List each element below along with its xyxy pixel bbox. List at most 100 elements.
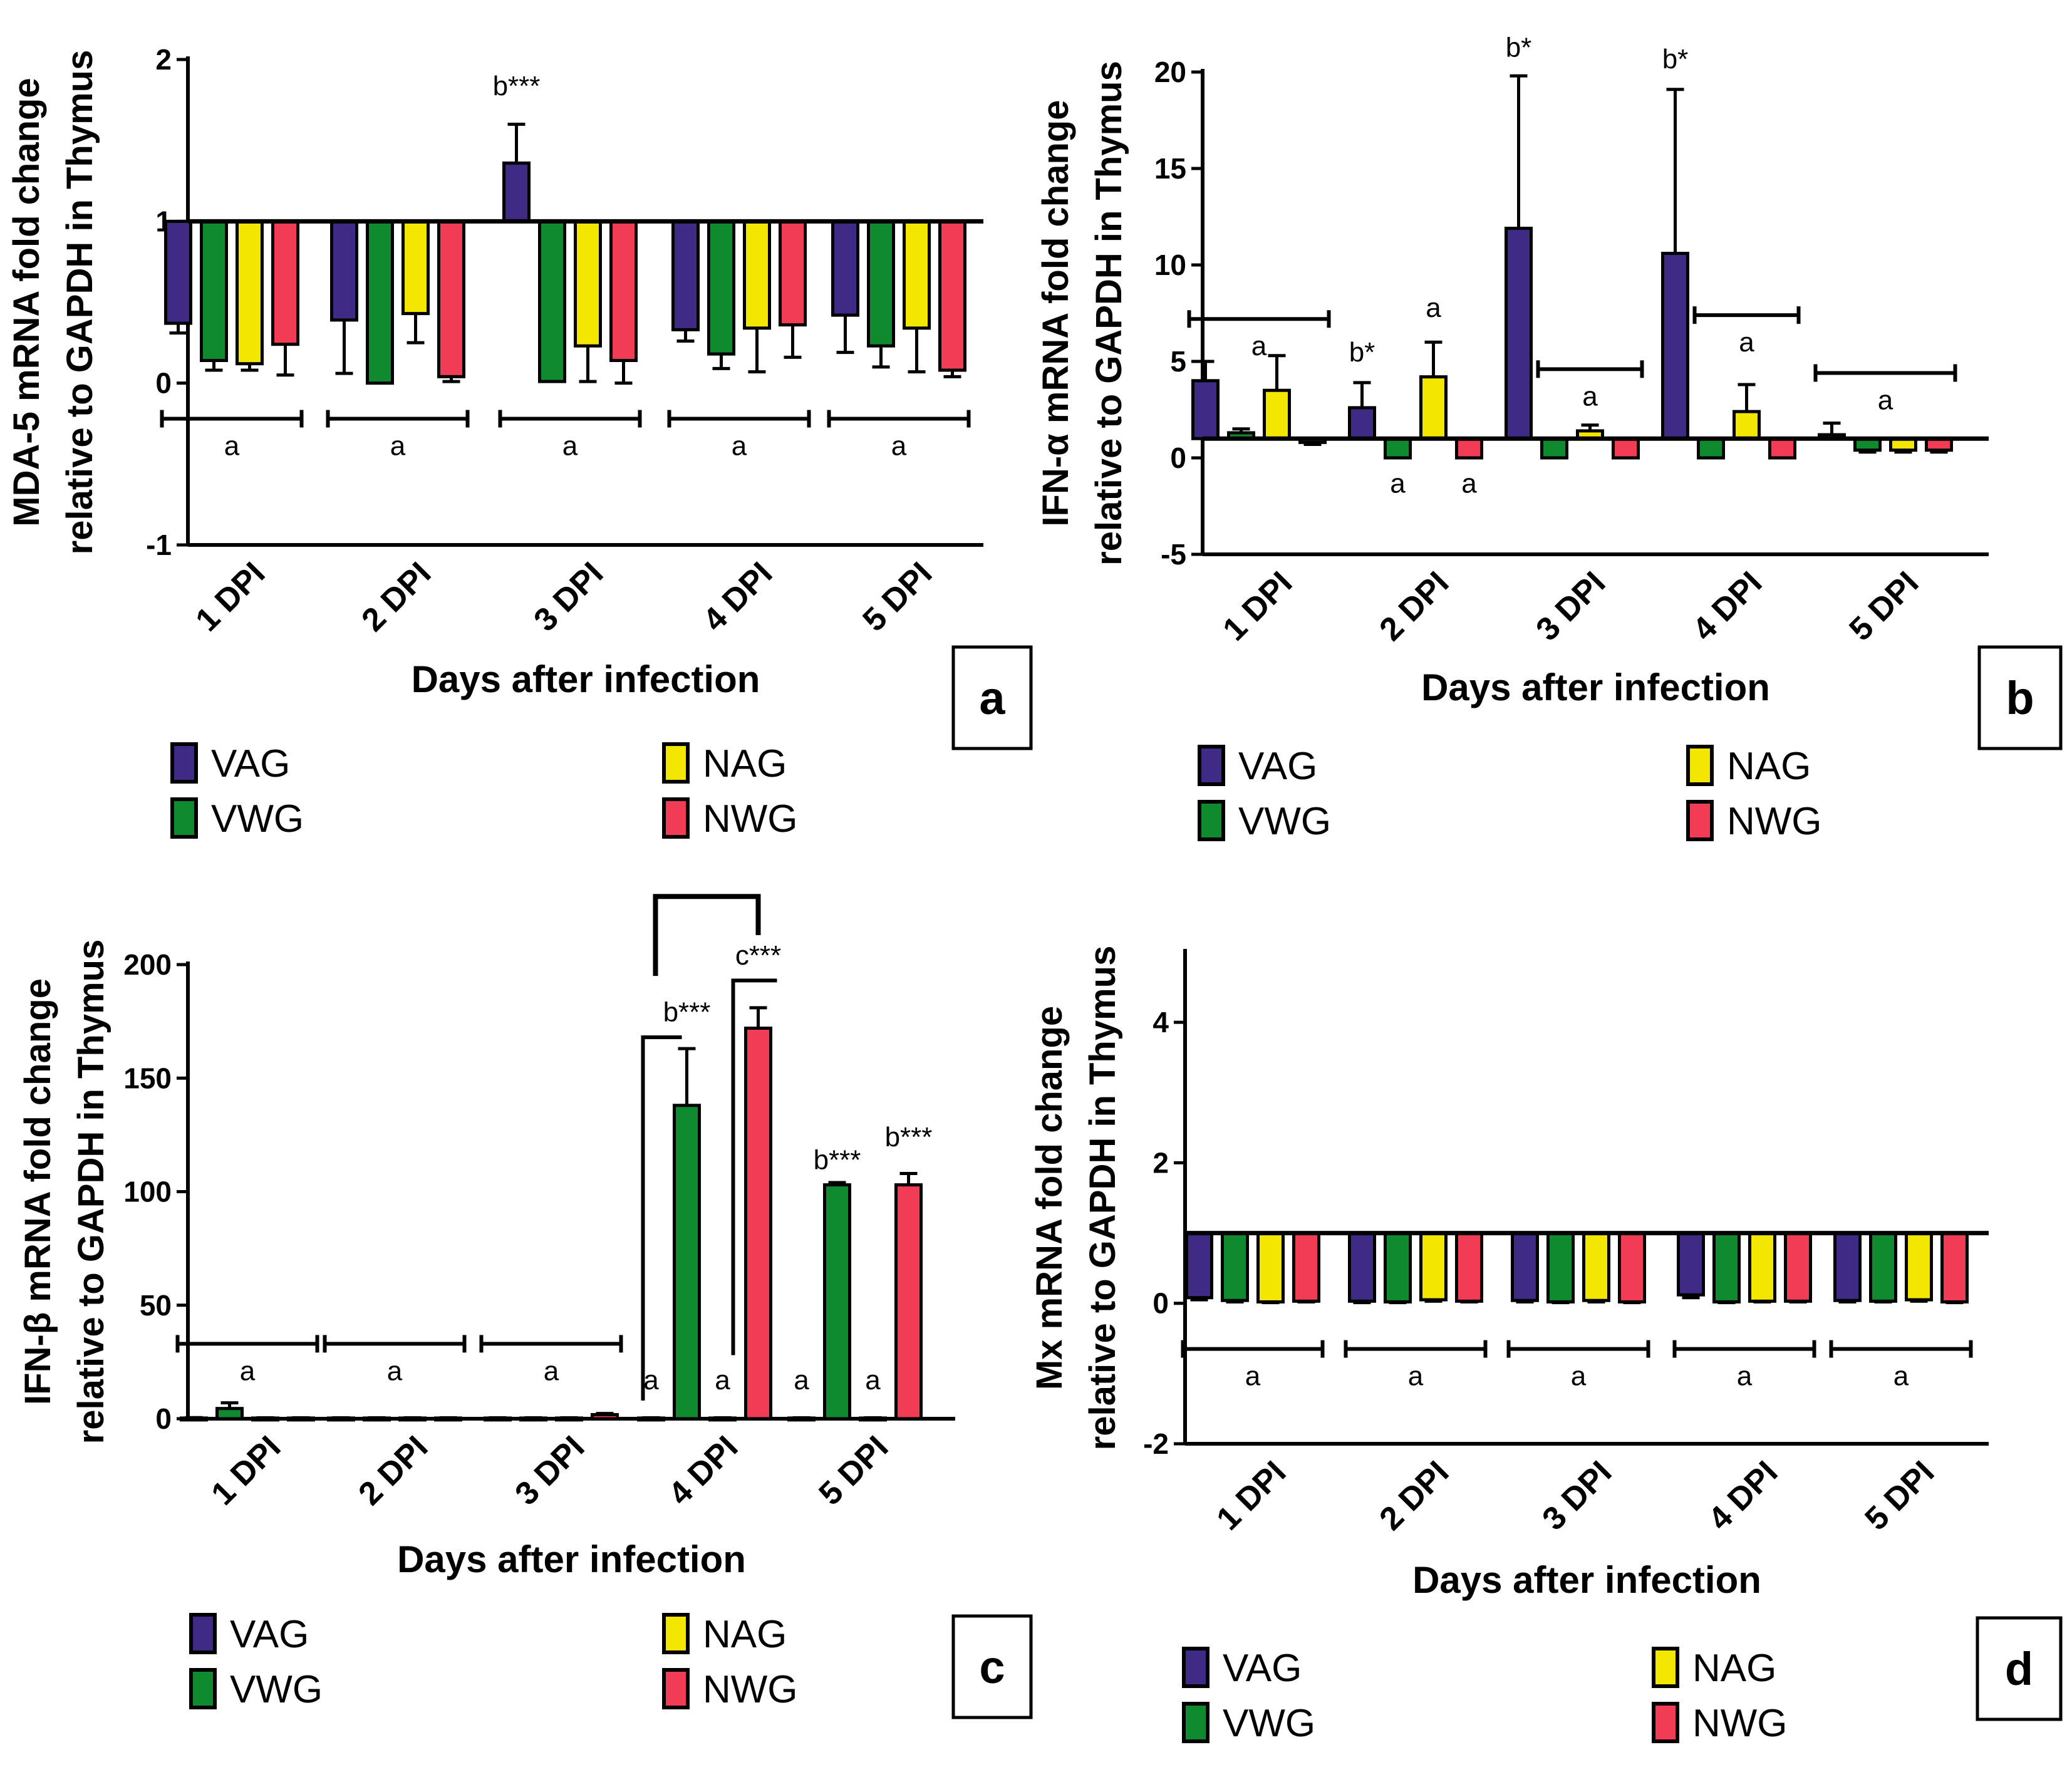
significance-label: a xyxy=(1878,385,1893,415)
bar-nag-5dpi xyxy=(903,219,931,330)
y-tick-label: 20 xyxy=(1154,56,1186,88)
x-tick-label: 2 DPI xyxy=(1372,1454,1456,1537)
legend-label-nwg: NWG xyxy=(1692,1702,1788,1745)
y-axis-label: IFN-α mRNA fold change xyxy=(1035,100,1076,526)
bar-nag-1dpi xyxy=(1256,1231,1285,1303)
significance-label: a xyxy=(1245,1361,1261,1392)
bar-nwg-2dpi xyxy=(437,219,465,378)
significance-label: a xyxy=(224,431,240,462)
significance-label: a xyxy=(240,1355,256,1386)
legend-swatch-vwg xyxy=(1182,1702,1210,1743)
significance-label: a xyxy=(1582,381,1598,412)
y-axis-label: relative to GAPDH in Thymus xyxy=(1089,61,1129,566)
bar-nwg-5dpi xyxy=(938,219,966,372)
bar-vwg-3dpi xyxy=(1546,1231,1575,1303)
y-tick-label: -2 xyxy=(1143,1427,1169,1460)
y-tick-label: 100 xyxy=(123,1176,172,1208)
significance-label: a xyxy=(643,1365,659,1396)
legend-label-vwg: VWG xyxy=(230,1668,323,1711)
y-tick-label: 5 xyxy=(1170,345,1186,378)
legend-label-vag: VAG xyxy=(1223,1647,1302,1690)
x-axis-label: Days after infection xyxy=(412,658,760,700)
significance-label: b* xyxy=(1662,44,1689,75)
legend: VAG VWG NAG NWG xyxy=(170,742,798,841)
y-axis-label: MDA-5 mRNA fold change xyxy=(6,78,47,526)
legend-label-nwg: NWG xyxy=(703,797,798,841)
significance-label: a xyxy=(1461,468,1477,499)
legend-label-vwg: VWG xyxy=(1223,1702,1315,1745)
comparison-bracket xyxy=(653,894,761,977)
bar-vwg-1dpi xyxy=(1221,1231,1249,1302)
significance-label: b*** xyxy=(663,997,711,1028)
bar-nwg-1dpi xyxy=(1292,1231,1320,1303)
significance-label: a xyxy=(715,1365,730,1396)
legend-label-vwg: VWG xyxy=(1238,800,1331,843)
bar-vag-4dpi xyxy=(1677,1231,1705,1297)
bar-nag-1dpi xyxy=(1263,388,1291,440)
bar-nag-4dpi xyxy=(1748,1231,1776,1303)
y-axis-label: relative to GAPDH in Thymus xyxy=(60,50,100,555)
x-tick-label: 1 DPI xyxy=(1210,1454,1293,1537)
bar-nwg-3dpi xyxy=(609,219,638,363)
bar-nag-4dpi xyxy=(743,219,771,330)
legend: VAG VWG NAG NWG xyxy=(189,1613,798,1711)
bar-vag-2dpi xyxy=(1348,406,1376,440)
bar-vag-4dpi xyxy=(1661,252,1689,440)
legend: VAG VWG NAG NWG xyxy=(1198,745,1822,843)
x-tick-label: 1 DPI xyxy=(189,555,272,638)
y-tick-label: -1 xyxy=(146,529,172,561)
bar-vag-2dpi xyxy=(330,219,358,322)
panel-label: d xyxy=(2005,1643,2033,1695)
bar-vag-2dpi xyxy=(1348,1231,1376,1303)
y-tick-label: 2 xyxy=(1153,1146,1169,1179)
x-tick-label: 5 DPI xyxy=(812,1429,895,1512)
legend-swatch-nag xyxy=(662,1613,690,1654)
bar-vwg-4dpi xyxy=(1697,437,1725,460)
y-tick-label: 15 xyxy=(1154,152,1186,185)
x-tick-label: 2 DPI xyxy=(355,555,438,638)
significance-label: a xyxy=(1571,1361,1587,1392)
x-tick-label: 2 DPI xyxy=(1372,564,1456,648)
comparison-bracket xyxy=(641,1035,682,1401)
legend-swatch-nwg xyxy=(662,1668,690,1709)
significance-label: a xyxy=(1251,331,1267,361)
bar-vag-1dpi xyxy=(164,219,192,325)
bar-vag-5dpi xyxy=(1833,1231,1862,1302)
panel-label-box xyxy=(951,1614,1033,1719)
chart-panel-c: 0 50 100 150 200 a a a a a b*** c*** a a b*** b*** 1 DPI… xyxy=(18,894,1033,1719)
legend-swatch-nag xyxy=(662,742,690,784)
y-tick-label: 2 xyxy=(155,43,172,76)
bar-nag-4dpi xyxy=(1733,410,1761,440)
x-tick-label: 3 DPI xyxy=(1529,564,1612,648)
y-axis-label: relative to GAPDH in Thymus xyxy=(1082,946,1123,1451)
significance-label: b* xyxy=(1506,32,1532,63)
x-tick-label: 3 DPI xyxy=(527,555,610,638)
bar-nwg-5dpi xyxy=(894,1183,923,1421)
legend-swatch-vwg xyxy=(1198,800,1225,841)
bar-nwg-3dpi xyxy=(1612,437,1640,460)
y-tick-label: 0 xyxy=(1170,442,1186,474)
bar-nwg-3dpi xyxy=(1618,1231,1646,1303)
bar-nwg-2dpi xyxy=(1455,1231,1483,1303)
bar-vag-1dpi xyxy=(1185,1231,1213,1300)
bar-vwg-1dpi xyxy=(200,219,228,363)
bar-vwg-2dpi xyxy=(366,219,394,385)
bar-nwg-4dpi xyxy=(1784,1231,1812,1303)
y-tick-label: 0 xyxy=(155,367,172,400)
bar-nwg-4dpi xyxy=(779,219,807,327)
x-tick-label: 3 DPI xyxy=(1535,1454,1619,1537)
y-axis-label: relative to GAPDH in Thymus xyxy=(71,940,111,1444)
bar-vwg-3dpi xyxy=(1540,437,1568,460)
significance-label: a xyxy=(1390,468,1406,499)
y-tick-label: -5 xyxy=(1161,538,1186,571)
legend-label-vag: VAG xyxy=(211,742,290,785)
bar-nag-2dpi xyxy=(401,219,430,316)
legend-label-nag: NAG xyxy=(1692,1647,1776,1690)
bar-vag-3dpi xyxy=(1511,1231,1539,1302)
legend-label-vag: VAG xyxy=(1238,745,1317,788)
x-tick-label: 4 DPI xyxy=(661,1429,745,1512)
bar-nwg-4dpi xyxy=(1768,437,1796,460)
y-axis-label: Mx mRNA fold change xyxy=(1029,1006,1070,1390)
significance-label: a xyxy=(1426,293,1441,323)
